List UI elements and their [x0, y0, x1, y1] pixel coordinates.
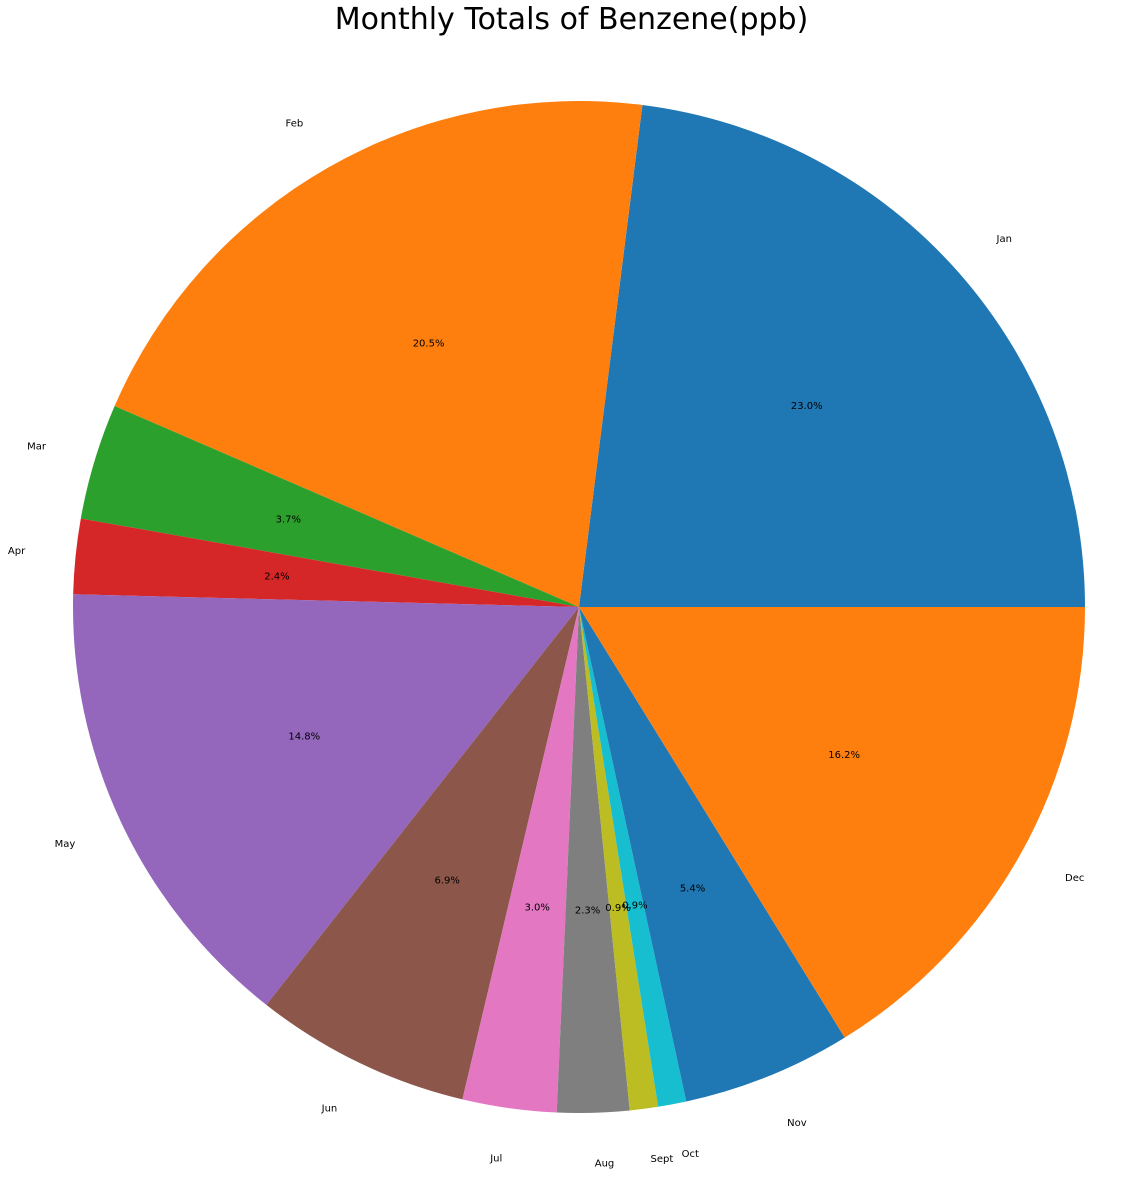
slice-percent-jun: 6.9% [434, 875, 459, 886]
pie-slice-may [73, 594, 579, 1005]
slice-label-feb: Feb [286, 119, 304, 130]
slice-label-mar: Mar [27, 442, 47, 453]
slice-percent-sept: 0.9% [605, 903, 630, 914]
pie-slice-oct [579, 607, 687, 1107]
pie-slice-jan [579, 104, 1085, 608]
slice-label-jun: Jun [321, 1103, 338, 1114]
pie-slice-jul [462, 607, 579, 1113]
slice-percent-feb: 20.5% [413, 338, 445, 349]
chart-title: Monthly Totals of Benzene(ppb) [334, 2, 809, 37]
pie-slice-feb [114, 101, 643, 607]
pie-slice-jun [266, 607, 579, 1100]
pie-slice-mar [80, 406, 579, 607]
slice-label-oct: Oct [682, 1149, 699, 1160]
slice-label-aug: Aug [595, 1158, 615, 1169]
slice-label-sept: Sept [650, 1154, 673, 1165]
slice-percent-mar: 3.7% [276, 515, 301, 526]
pie-labels: Jan 23.0% Feb 20.5% Mar 3.7% Apr 2.4% May 14.8% Ju… [8, 119, 1085, 1170]
slice-percent-oct: 0.9% [622, 900, 647, 911]
pie-slice-aug [556, 607, 630, 1114]
slice-percent-may: 14.8% [288, 731, 320, 742]
slice-label-jul: Jul [489, 1153, 502, 1164]
slice-label-nov: Nov [787, 1118, 807, 1129]
slice-percent-nov: 5.4% [680, 884, 705, 895]
slice-percent-dec: 16.2% [828, 750, 860, 761]
slice-percent-apr: 2.4% [264, 572, 289, 583]
pie-slice-apr [73, 518, 579, 607]
slice-label-dec: Dec [1065, 873, 1084, 884]
pie-slices [73, 101, 1085, 1114]
slice-percent-jan: 23.0% [791, 401, 823, 412]
pie-slice-nov [579, 607, 845, 1102]
slice-label-may: May [55, 839, 76, 850]
slice-percent-jul: 3.0% [524, 903, 549, 914]
slice-label-apr: Apr [8, 546, 26, 557]
pie-slice-dec [579, 607, 1085, 1038]
pie-slice-sept [579, 607, 659, 1111]
slice-percent-aug: 2.3% [575, 905, 600, 916]
slice-label-jan: Jan [996, 234, 1012, 245]
